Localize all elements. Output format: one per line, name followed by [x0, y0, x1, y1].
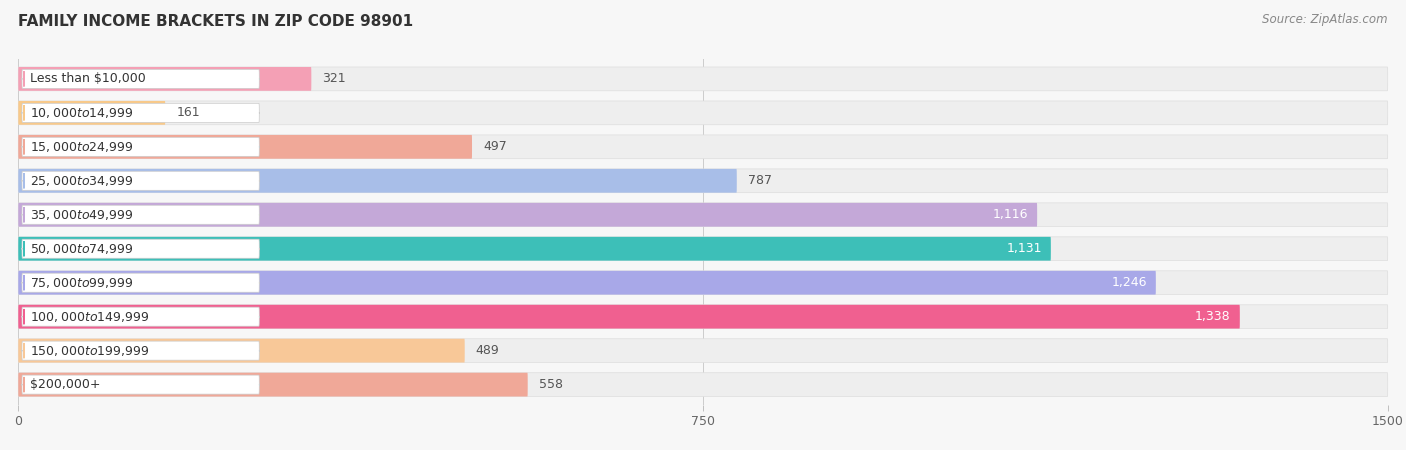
Text: $200,000+: $200,000+ — [30, 378, 100, 391]
Text: $50,000 to $74,999: $50,000 to $74,999 — [30, 242, 134, 256]
FancyBboxPatch shape — [18, 67, 1388, 91]
FancyBboxPatch shape — [22, 69, 259, 88]
Text: $150,000 to $199,999: $150,000 to $199,999 — [30, 344, 149, 358]
FancyBboxPatch shape — [18, 271, 1156, 295]
Text: $15,000 to $24,999: $15,000 to $24,999 — [30, 140, 134, 154]
FancyBboxPatch shape — [18, 203, 1388, 227]
Text: $100,000 to $149,999: $100,000 to $149,999 — [30, 310, 149, 324]
Text: Less than $10,000: Less than $10,000 — [30, 72, 145, 86]
FancyBboxPatch shape — [22, 137, 259, 156]
Text: 787: 787 — [748, 174, 772, 187]
Text: 489: 489 — [475, 344, 499, 357]
Text: 1,338: 1,338 — [1195, 310, 1230, 323]
Text: 1,131: 1,131 — [1007, 242, 1042, 255]
FancyBboxPatch shape — [22, 307, 259, 326]
Text: 497: 497 — [484, 140, 506, 153]
Text: 161: 161 — [176, 106, 200, 119]
Text: $35,000 to $49,999: $35,000 to $49,999 — [30, 208, 134, 222]
FancyBboxPatch shape — [22, 375, 259, 394]
FancyBboxPatch shape — [18, 101, 1388, 125]
FancyBboxPatch shape — [18, 339, 465, 363]
Text: 1,116: 1,116 — [993, 208, 1028, 221]
FancyBboxPatch shape — [18, 203, 1038, 227]
FancyBboxPatch shape — [18, 169, 737, 193]
FancyBboxPatch shape — [18, 135, 1388, 159]
FancyBboxPatch shape — [18, 135, 472, 159]
FancyBboxPatch shape — [18, 67, 311, 91]
FancyBboxPatch shape — [18, 373, 1388, 396]
Text: 321: 321 — [322, 72, 346, 86]
FancyBboxPatch shape — [18, 271, 1388, 295]
Text: Source: ZipAtlas.com: Source: ZipAtlas.com — [1263, 14, 1388, 27]
FancyBboxPatch shape — [22, 341, 259, 360]
FancyBboxPatch shape — [18, 169, 1388, 193]
Text: 558: 558 — [538, 378, 562, 391]
FancyBboxPatch shape — [18, 101, 166, 125]
FancyBboxPatch shape — [18, 339, 1388, 363]
FancyBboxPatch shape — [22, 171, 259, 190]
FancyBboxPatch shape — [18, 373, 527, 396]
Text: $75,000 to $99,999: $75,000 to $99,999 — [30, 276, 134, 290]
FancyBboxPatch shape — [22, 273, 259, 292]
FancyBboxPatch shape — [18, 305, 1388, 328]
FancyBboxPatch shape — [22, 239, 259, 258]
FancyBboxPatch shape — [22, 104, 259, 122]
FancyBboxPatch shape — [22, 205, 259, 224]
Text: $10,000 to $14,999: $10,000 to $14,999 — [30, 106, 134, 120]
Text: $25,000 to $34,999: $25,000 to $34,999 — [30, 174, 134, 188]
FancyBboxPatch shape — [18, 237, 1050, 261]
Text: FAMILY INCOME BRACKETS IN ZIP CODE 98901: FAMILY INCOME BRACKETS IN ZIP CODE 98901 — [18, 14, 413, 28]
FancyBboxPatch shape — [18, 237, 1388, 261]
Text: 1,246: 1,246 — [1111, 276, 1147, 289]
FancyBboxPatch shape — [18, 305, 1240, 328]
